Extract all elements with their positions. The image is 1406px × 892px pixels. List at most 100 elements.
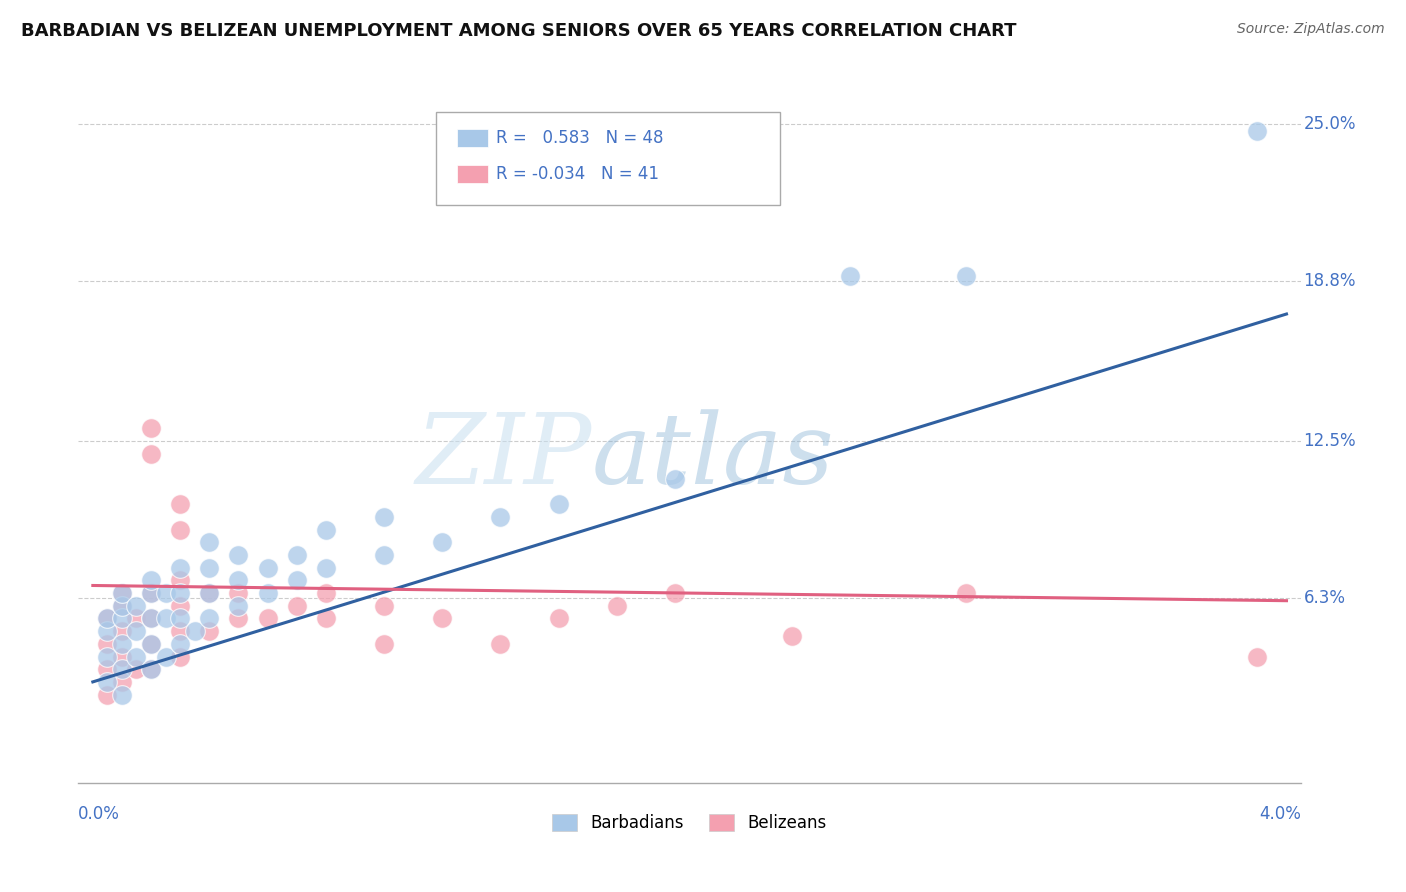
Point (125, 649, 148, 664)
Text: 6.3%: 6.3% (1303, 590, 1346, 607)
Point (198, 586, 221, 600)
Point (169, 611, 191, 625)
Point (955, 268, 977, 283)
Point (198, 535, 221, 549)
Point (111, 674, 134, 689)
Point (96, 688, 118, 702)
Point (547, 611, 569, 625)
Point (315, 586, 337, 600)
Point (111, 624, 134, 639)
Point (606, 599, 628, 613)
Point (111, 649, 134, 664)
Point (1246, 124, 1268, 138)
Point (125, 624, 148, 639)
Point (96, 637, 118, 651)
Point (139, 421, 162, 435)
Point (373, 637, 395, 651)
Point (780, 629, 803, 643)
Legend: Barbadians, Belizeans: Barbadians, Belizeans (546, 807, 834, 839)
Point (111, 599, 134, 613)
Point (139, 662, 162, 676)
Point (489, 510, 512, 524)
Point (139, 586, 162, 600)
Point (256, 611, 278, 625)
Point (111, 688, 134, 702)
Point (198, 611, 221, 625)
Point (111, 611, 134, 625)
Point (183, 624, 205, 639)
Point (198, 624, 221, 639)
Point (169, 497, 191, 511)
Point (547, 497, 569, 511)
Point (125, 611, 148, 625)
Point (139, 586, 162, 600)
Text: 4.0%: 4.0% (1260, 805, 1301, 822)
Text: Source: ZipAtlas.com: Source: ZipAtlas.com (1237, 22, 1385, 37)
Text: 25.0%: 25.0% (1303, 115, 1355, 133)
Point (228, 611, 250, 625)
Point (489, 637, 512, 651)
Point (285, 599, 308, 613)
Point (111, 662, 134, 676)
Text: R = -0.034   N = 41: R = -0.034 N = 41 (496, 165, 659, 183)
Point (96, 611, 118, 625)
Text: 12.5%: 12.5% (1303, 432, 1357, 450)
Point (139, 662, 162, 676)
Point (169, 624, 191, 639)
Point (139, 611, 162, 625)
Point (155, 649, 177, 664)
Point (285, 548, 308, 562)
Text: BARBADIAN VS BELIZEAN UNEMPLOYMENT AMONG SENIORS OVER 65 YEARS CORRELATION CHART: BARBADIAN VS BELIZEAN UNEMPLOYMENT AMONG… (21, 22, 1017, 40)
Point (432, 611, 454, 625)
Point (285, 574, 308, 588)
Point (198, 560, 221, 574)
Point (111, 586, 134, 600)
Point (139, 637, 162, 651)
Text: 0.0%: 0.0% (79, 805, 120, 822)
Point (111, 599, 134, 613)
Point (373, 548, 395, 562)
Point (96, 611, 118, 625)
Text: ZIP: ZIP (416, 409, 592, 504)
Point (169, 586, 191, 600)
Point (139, 611, 162, 625)
Point (111, 637, 134, 651)
Point (228, 599, 250, 613)
Point (169, 574, 191, 588)
Point (96, 674, 118, 689)
Point (373, 599, 395, 613)
Point (111, 586, 134, 600)
Point (228, 574, 250, 588)
Point (228, 586, 250, 600)
Point (169, 599, 191, 613)
Point (96, 662, 118, 676)
Point (96, 649, 118, 664)
Point (169, 637, 191, 651)
Point (228, 548, 250, 562)
Point (169, 649, 191, 664)
Point (96, 624, 118, 639)
Point (169, 560, 191, 574)
Point (125, 662, 148, 676)
Point (373, 510, 395, 524)
Text: 18.8%: 18.8% (1303, 272, 1355, 290)
Point (155, 586, 177, 600)
Point (315, 523, 337, 537)
Point (315, 560, 337, 574)
Point (664, 586, 686, 600)
Point (256, 560, 278, 574)
Text: R =   0.583   N = 48: R = 0.583 N = 48 (496, 129, 664, 147)
Point (432, 535, 454, 549)
Point (139, 574, 162, 588)
Point (664, 472, 686, 486)
Point (125, 599, 148, 613)
Text: atlas: atlas (592, 409, 835, 504)
Point (256, 586, 278, 600)
Point (169, 523, 191, 537)
Point (315, 611, 337, 625)
Point (955, 586, 977, 600)
Point (139, 446, 162, 460)
Point (198, 586, 221, 600)
Point (838, 268, 860, 283)
Point (139, 637, 162, 651)
